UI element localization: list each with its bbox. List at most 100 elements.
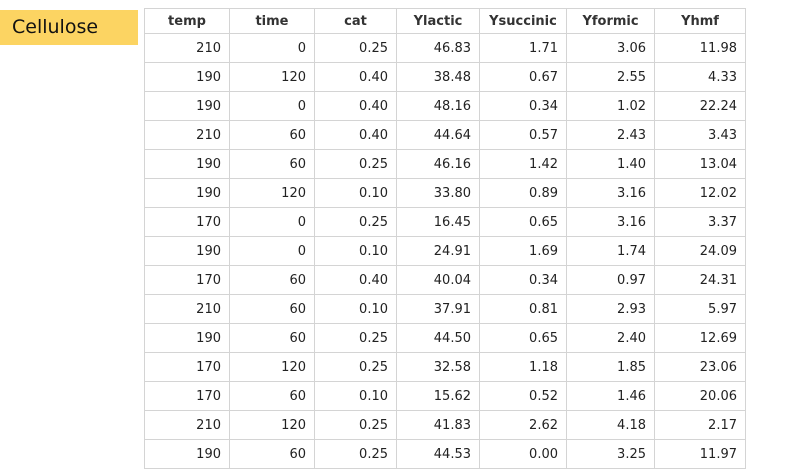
table-cell: 2.17 — [654, 410, 746, 440]
table-cell: 3.43 — [654, 120, 746, 150]
column-header: cat — [314, 8, 397, 34]
table-cell: 0.00 — [479, 439, 567, 469]
table-cell: 1.85 — [566, 352, 655, 382]
table-cell: 20.06 — [654, 381, 746, 411]
table-cell: 210 — [144, 33, 230, 63]
table-cell: 5.97 — [654, 294, 746, 324]
table-cell: 0.52 — [479, 381, 567, 411]
table-cell: 170 — [144, 265, 230, 295]
table-cell: 190 — [144, 149, 230, 179]
table-row: 190 60 0.25 44.53 0.00 3.25 11.97 — [144, 439, 746, 469]
table-row: 190 0 0.40 48.16 0.34 1.02 22.24 — [144, 91, 746, 121]
table-cell: 0.34 — [479, 91, 567, 121]
table-cell: 41.83 — [396, 410, 480, 440]
column-header: Yformic — [566, 8, 655, 34]
column-header: Yhmf — [654, 8, 746, 34]
table-row: 170 0 0.25 16.45 0.65 3.16 3.37 — [144, 207, 746, 237]
table-cell: 120 — [229, 178, 315, 208]
table-cell: 0.67 — [479, 62, 567, 92]
table-cell: 2.40 — [566, 323, 655, 353]
table-cell: 210 — [144, 294, 230, 324]
table-cell: 4.18 — [566, 410, 655, 440]
table-cell: 24.31 — [654, 265, 746, 295]
table-cell: 0.25 — [314, 352, 397, 382]
table-cell: 2.62 — [479, 410, 567, 440]
table-cell: 1.02 — [566, 91, 655, 121]
table-header: temp time cat Ylactic Ysuccinic Yformic Yhmf — [144, 8, 746, 34]
table-cell: 46.83 — [396, 33, 480, 63]
table-cell: 0.40 — [314, 265, 397, 295]
table-cell: 60 — [229, 323, 315, 353]
table-cell: 2.43 — [566, 120, 655, 150]
table-cell: 60 — [229, 120, 315, 150]
table-cell: 120 — [229, 62, 315, 92]
table-cell: 11.97 — [654, 439, 746, 469]
table-cell: 60 — [229, 149, 315, 179]
table-body: 210 0 0.25 46.83 1.71 3.06 11.98 190 120 0.40 38.4… — [144, 33, 746, 469]
table-cell: 0 — [229, 91, 315, 121]
table-cell: 0.57 — [479, 120, 567, 150]
table-row: 210 60 0.10 37.91 0.81 2.93 5.97 — [144, 294, 746, 324]
table-cell: 0.89 — [479, 178, 567, 208]
table-row: 210 60 0.40 44.64 0.57 2.43 3.43 — [144, 120, 746, 150]
table-cell: 15.62 — [396, 381, 480, 411]
table-cell: 1.18 — [479, 352, 567, 382]
table-cell: 48.16 — [396, 91, 480, 121]
table-cell: 120 — [229, 352, 315, 382]
table-cell: 1.74 — [566, 236, 655, 266]
table-cell: 32.58 — [396, 352, 480, 382]
table-row: 170 120 0.25 32.58 1.18 1.85 23.06 — [144, 352, 746, 382]
table-cell: 2.55 — [566, 62, 655, 92]
dataset-label: Cellulose — [0, 10, 138, 45]
table-cell: 60 — [229, 294, 315, 324]
table-cell: 60 — [229, 265, 315, 295]
table-cell: 1.42 — [479, 149, 567, 179]
column-header: time — [229, 8, 315, 34]
table-cell: 0.10 — [314, 381, 397, 411]
table-cell: 1.69 — [479, 236, 567, 266]
table-cell: 60 — [229, 381, 315, 411]
table-cell: 170 — [144, 352, 230, 382]
table-cell: 0.25 — [314, 33, 397, 63]
table-cell: 3.25 — [566, 439, 655, 469]
column-header: Ylactic — [396, 8, 480, 34]
table-cell: 0.40 — [314, 91, 397, 121]
table-cell: 24.91 — [396, 236, 480, 266]
table-cell: 4.33 — [654, 62, 746, 92]
table-cell: 44.64 — [396, 120, 480, 150]
table-cell: 0.25 — [314, 410, 397, 440]
table-cell: 16.45 — [396, 207, 480, 237]
data-table: temp time cat Ylactic Ysuccinic Yformic Yhmf 2… — [144, 8, 746, 469]
table-cell: 1.71 — [479, 33, 567, 63]
table-cell: 0.25 — [314, 207, 397, 237]
table-cell: 46.16 — [396, 149, 480, 179]
table-cell: 0.25 — [314, 439, 397, 469]
header-row: temp time cat Ylactic Ysuccinic Yformic Yhmf — [144, 8, 746, 34]
table-row: 210 120 0.25 41.83 2.62 4.18 2.17 — [144, 410, 746, 440]
table-cell: 190 — [144, 236, 230, 266]
table-cell: 3.37 — [654, 207, 746, 237]
table-row: 170 60 0.10 15.62 0.52 1.46 20.06 — [144, 381, 746, 411]
table-cell: 0 — [229, 207, 315, 237]
table-cell: 24.09 — [654, 236, 746, 266]
table-cell: 190 — [144, 178, 230, 208]
table-row: 190 120 0.10 33.80 0.89 3.16 12.02 — [144, 178, 746, 208]
table-row: 170 60 0.40 40.04 0.34 0.97 24.31 — [144, 265, 746, 295]
table-cell: 0.40 — [314, 62, 397, 92]
table-row: 190 60 0.25 46.16 1.42 1.40 13.04 — [144, 149, 746, 179]
table-cell: 3.16 — [566, 178, 655, 208]
table-row: 190 0 0.10 24.91 1.69 1.74 24.09 — [144, 236, 746, 266]
table-cell: 1.40 — [566, 149, 655, 179]
table-cell: 0.65 — [479, 323, 567, 353]
table-cell: 190 — [144, 91, 230, 121]
table-cell: 210 — [144, 120, 230, 150]
table-cell: 11.98 — [654, 33, 746, 63]
table-cell: 23.06 — [654, 352, 746, 382]
table-row: 190 60 0.25 44.50 0.65 2.40 12.69 — [144, 323, 746, 353]
table-cell: 190 — [144, 323, 230, 353]
table-cell: 33.80 — [396, 178, 480, 208]
table-cell: 0.97 — [566, 265, 655, 295]
table-cell: 0 — [229, 33, 315, 63]
table-cell: 2.93 — [566, 294, 655, 324]
